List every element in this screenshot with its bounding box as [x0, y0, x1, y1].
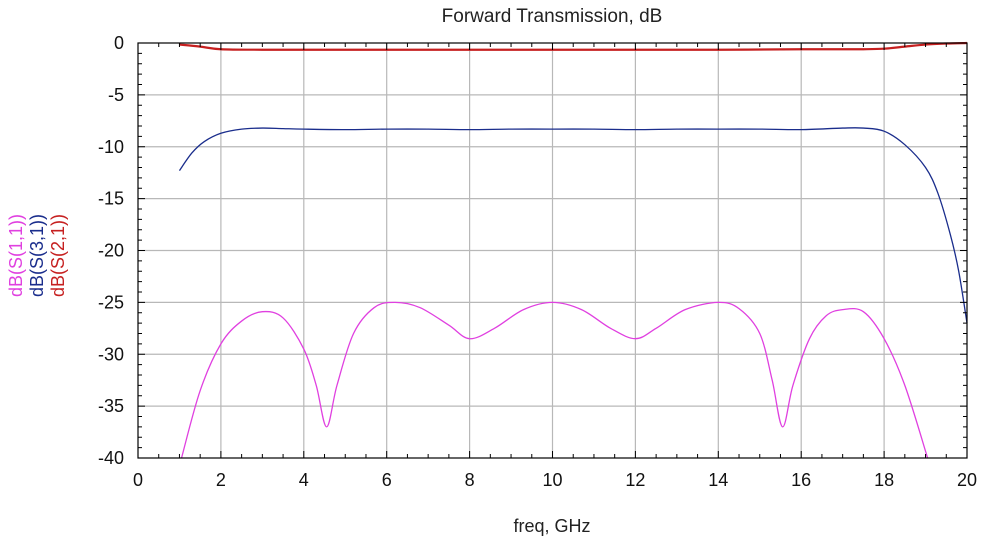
x-tick-label: 20 — [957, 470, 977, 490]
y-tick-label: -20 — [98, 241, 124, 261]
x-tick-label: 4 — [299, 470, 309, 490]
series-line-db-s-3-1 — [178, 127, 968, 324]
x-tick-label: 12 — [625, 470, 645, 490]
x-tick-label: 6 — [382, 470, 392, 490]
y-tick-label: -25 — [98, 292, 124, 312]
x-tick-label: 10 — [542, 470, 562, 490]
x-axis-label: freq, GHz — [513, 516, 590, 536]
series-label-db-s-2-1: dB(S(2,1)) — [48, 214, 68, 297]
x-tick-label: 14 — [708, 470, 728, 490]
series-line-db-s-1-1 — [180, 301, 929, 459]
series-label-db-s-1-1: dB(S(1,1)) — [6, 214, 26, 297]
y-tick-label: -10 — [98, 137, 124, 157]
chart-title: Forward Transmission, dB — [442, 6, 663, 27]
x-tick-label: 0 — [133, 470, 143, 490]
series-label-db-s-3-1: dB(S(3,1)) — [27, 214, 47, 297]
grid — [138, 43, 967, 458]
tick-labels: 0 2 4 6 8 10 12 14 16 18 20 0 -5 -10 -15 -20 -25 -30 -35 -4… — [98, 33, 977, 490]
x-tick-label: 8 — [465, 470, 475, 490]
y-axis-series-labels: dB(S(1,1)) dB(S(3,1)) dB(S(2,1)) — [6, 214, 68, 297]
y-tick-label: -5 — [108, 85, 124, 105]
y-tick-label: -15 — [98, 189, 124, 209]
y-tick-label: 0 — [114, 33, 124, 53]
y-tick-label: -40 — [98, 448, 124, 468]
x-tick-label: 16 — [791, 470, 811, 490]
y-tick-label: -35 — [98, 396, 124, 416]
y-tick-label: -30 — [98, 344, 124, 364]
x-tick-label: 2 — [216, 470, 226, 490]
x-tick-label: 18 — [874, 470, 894, 490]
